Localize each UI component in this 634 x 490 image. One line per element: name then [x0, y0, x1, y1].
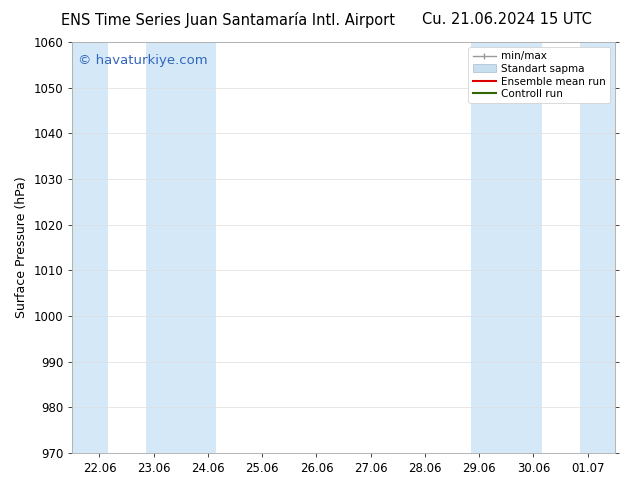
Bar [72, 42, 108, 453]
Y-axis label: Surface Pressure (hPa): Surface Pressure (hPa) [15, 176, 28, 318]
Bar [146, 42, 216, 453]
Bar [471, 42, 541, 453]
Legend: min/max, Standart sapma, Ensemble mean run, Controll run: min/max, Standart sapma, Ensemble mean r… [469, 47, 610, 103]
Text: ENS Time Series Juan Santamaría Intl. Airport: ENS Time Series Juan Santamaría Intl. Ai… [61, 12, 395, 28]
Text: © havaturkiye.com: © havaturkiye.com [78, 54, 207, 68]
Bar [579, 42, 615, 453]
Text: Cu. 21.06.2024 15 UTC: Cu. 21.06.2024 15 UTC [422, 12, 592, 27]
